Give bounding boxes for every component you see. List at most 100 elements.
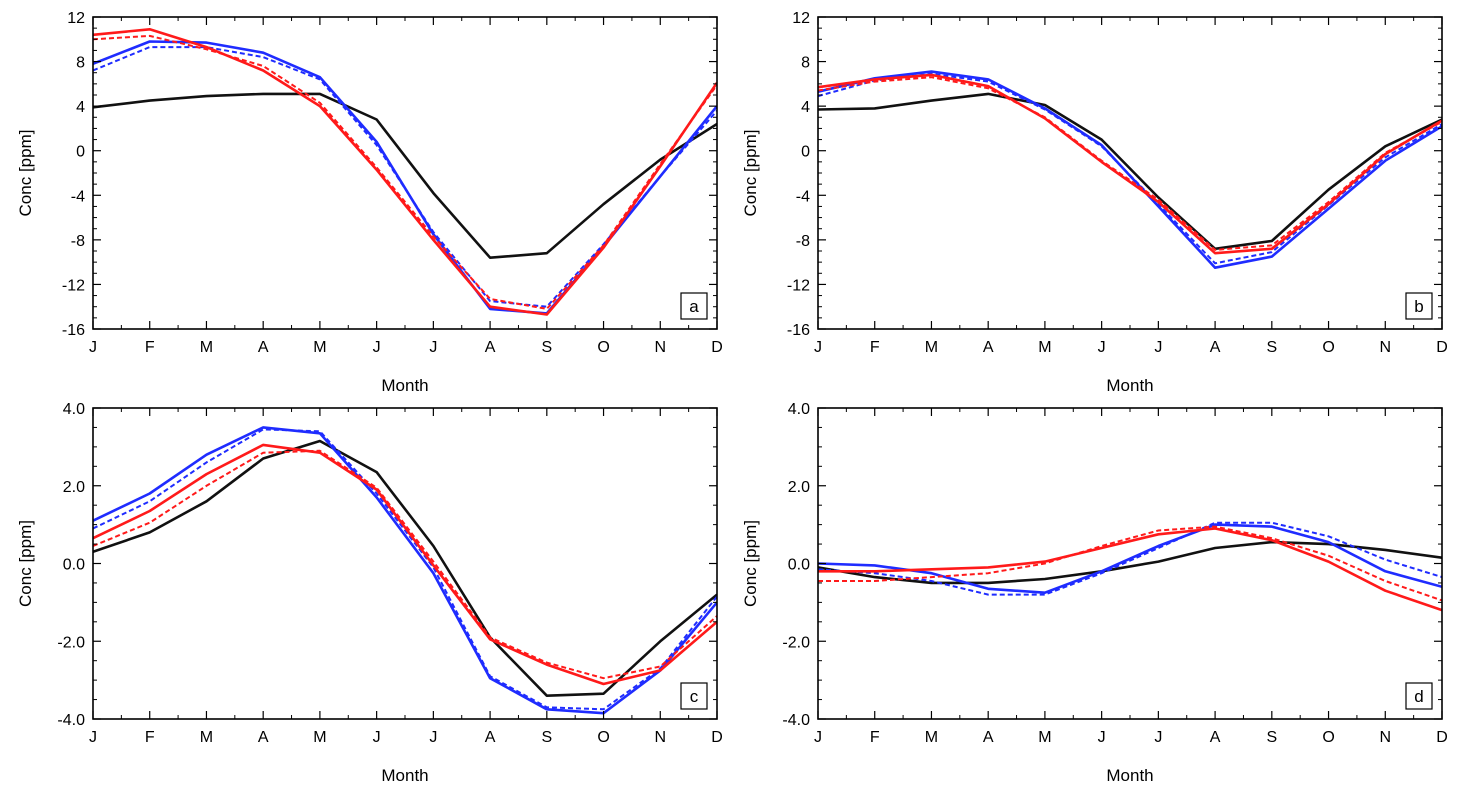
y-tick-label: 4.0 [63, 401, 85, 418]
y-tick-label: -4.0 [57, 712, 85, 729]
y-tick-label: -8 [796, 233, 810, 250]
x-tick-label: A [258, 729, 269, 746]
x-tick-label: F [145, 339, 155, 356]
y-tick-label: 12 [67, 10, 85, 27]
y-tick-label: 0.0 [788, 557, 810, 574]
x-tick-label: S [1266, 339, 1277, 356]
x-tick-label: J [373, 339, 381, 356]
series-red-dashed [818, 76, 1442, 251]
x-tick-label: A [983, 729, 994, 746]
y-tick-label: -2.0 [782, 634, 810, 651]
series-red-solid [818, 73, 1442, 255]
x-tick-label: J [429, 729, 437, 746]
x-tick-label: F [145, 729, 155, 746]
y-tick-label: -16 [787, 322, 810, 339]
x-tick-label: M [200, 729, 213, 746]
panel-label: c [690, 687, 699, 706]
panel-a: J F M A M J J A S O N D -16 -12 -8 -4 0 4 8 12 Month Conc [pp… [16, 10, 723, 395]
x-tick-label: J [814, 339, 822, 356]
y-tick-label: 4.0 [788, 401, 810, 418]
x-tick-label: A [485, 339, 496, 356]
x-tick-label: M [313, 339, 326, 356]
x-tick-label: M [200, 339, 213, 356]
panel-label-box [680, 682, 708, 710]
y-tick-label: 8 [76, 55, 85, 72]
series-blue-solid [93, 40, 717, 315]
panel-label: b [1414, 297, 1423, 316]
x-tick-label: M [925, 729, 938, 746]
x-tick-label: D [1436, 729, 1448, 746]
panel-d: J F M A M J J A S O N D -4.0 -2.0 0.0 2.0 4.0 Month Conc [… [741, 401, 1448, 785]
series-group [818, 70, 1442, 270]
x-axis-title: Month [381, 376, 428, 395]
x-tick-label: A [1210, 729, 1221, 746]
y-tick-label: 4 [801, 99, 810, 116]
x-tick-label: J [1154, 729, 1162, 746]
y-tick-label: 0.0 [63, 557, 85, 574]
panel-label-box [1405, 292, 1433, 320]
x-axis-title: Month [1106, 766, 1153, 785]
x-tick-label: M [925, 339, 938, 356]
panel-label-box [1405, 682, 1433, 710]
series-red-dashed [93, 449, 717, 680]
x-tick-label: A [258, 339, 269, 356]
x-tick-label: F [870, 339, 880, 356]
plot-frame [817, 407, 1443, 720]
x-tick-label: O [1322, 729, 1334, 746]
series-blue-dashed [93, 428, 717, 711]
x-tick-label: O [597, 339, 609, 356]
x-tick-label: D [1436, 339, 1448, 356]
series-red-dashed [818, 525, 1442, 602]
x-tick-label: N [654, 339, 666, 356]
series-blue-solid [818, 523, 1442, 595]
series-black-solid [93, 439, 717, 698]
x-tick-label: S [1266, 729, 1277, 746]
panel-b: J F M A M J J A S O N D -16 -12 -8 -4 0 4 8 12 Month Conc [pp… [741, 10, 1448, 395]
x-tick-label: A [1210, 339, 1221, 356]
y-tick-label: 2.0 [63, 479, 85, 496]
y-tick-label: -12 [787, 277, 810, 294]
series-black-solid [93, 92, 717, 260]
y-tick-label: 0 [76, 144, 85, 161]
x-tick-label: A [983, 339, 994, 356]
x-tick-label: M [1038, 339, 1051, 356]
x-tick-label: J [1154, 339, 1162, 356]
x-tick-label: S [541, 339, 552, 356]
panel-label-box [680, 292, 708, 320]
series-red-dashed [93, 34, 717, 310]
x-tick-label: J [1098, 729, 1106, 746]
x-tick-label: D [711, 729, 723, 746]
series-group [818, 521, 1442, 612]
series-black-solid [818, 540, 1442, 585]
y-axis-title: Conc [ppm] [741, 130, 760, 217]
x-tick-label: J [1098, 339, 1106, 356]
series-red-solid [93, 443, 717, 686]
series-blue-dashed [93, 46, 717, 308]
x-tick-label: N [654, 729, 666, 746]
y-tick-label: -4 [71, 188, 85, 205]
panel-label: d [1414, 687, 1423, 706]
x-tick-label: J [89, 339, 97, 356]
x-tick-label: S [541, 729, 552, 746]
y-tick-label: 4 [76, 99, 85, 116]
series-red-solid [818, 527, 1442, 612]
series-blue-dashed [818, 521, 1442, 596]
panel-c: J F M A M J J A S O N D -4.0 -2.0 0.0 2.0 4.0 Month Conc [… [16, 401, 723, 785]
x-tick-label: F [870, 729, 880, 746]
x-tick-label: M [313, 729, 326, 746]
series-blue-solid [93, 426, 717, 715]
x-tick-label: J [429, 339, 437, 356]
y-tick-label: 2.0 [788, 479, 810, 496]
y-tick-label: 12 [792, 10, 810, 27]
y-axis-title: Conc [ppm] [16, 520, 35, 607]
plot-frame [92, 16, 718, 330]
x-tick-label: D [711, 339, 723, 356]
y-tick-label: -16 [62, 322, 85, 339]
x-tick-label: O [597, 729, 609, 746]
x-tick-label: J [89, 729, 97, 746]
x-tick-label: N [1379, 729, 1391, 746]
series-group [93, 27, 717, 316]
y-tick-label: -12 [62, 277, 85, 294]
y-tick-label: -8 [71, 233, 85, 250]
